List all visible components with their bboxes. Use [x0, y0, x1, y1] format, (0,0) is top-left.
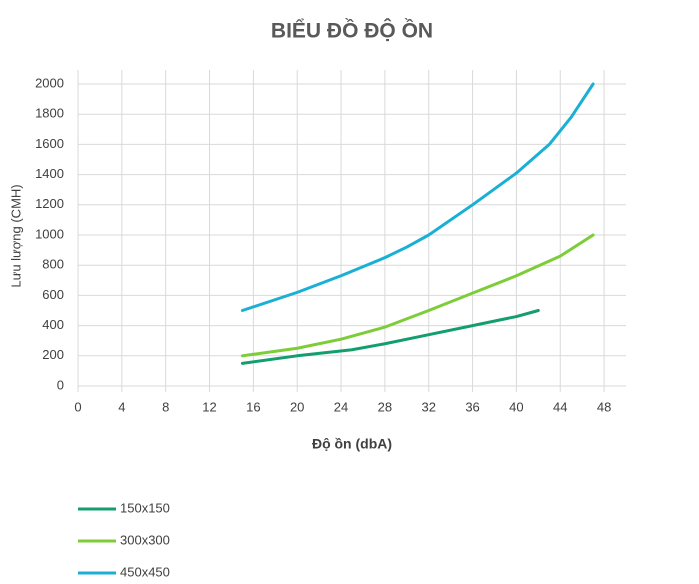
- y-tick-label: 1400: [35, 166, 64, 181]
- legend-label: 300x300: [120, 532, 170, 547]
- x-tick-label: 48: [597, 399, 611, 414]
- legend-label: 450x450: [120, 564, 170, 579]
- x-tick-label: 44: [553, 399, 567, 414]
- x-tick-label: 20: [290, 399, 304, 414]
- series-line: [240, 82, 595, 312]
- x-axis-title: Độ ồn (dbA): [312, 436, 392, 452]
- x-tick-label: 4: [118, 399, 125, 414]
- x-tick-label: 24: [334, 399, 348, 414]
- series-line: [240, 233, 595, 358]
- x-tick-label: 32: [421, 399, 435, 414]
- y-tick-label: 400: [42, 317, 64, 332]
- y-tick-label: 1800: [35, 106, 64, 121]
- x-tick-label: 36: [465, 399, 479, 414]
- x-tick-label: 28: [378, 399, 392, 414]
- y-tick-label: 200: [42, 347, 64, 362]
- chart-title: BIỂU ĐỒ ĐỘ ỒN: [271, 19, 433, 43]
- y-tick-label: 1000: [35, 226, 64, 241]
- x-tick-label: 40: [509, 399, 523, 414]
- x-tick-label: 12: [202, 399, 216, 414]
- series-line: [240, 309, 540, 365]
- y-tick-label: 2000: [35, 75, 64, 90]
- y-axis-title: Lưu lượng (CMH): [8, 184, 23, 287]
- legend-label: 150x150: [120, 500, 170, 515]
- y-tick-label: 1600: [35, 136, 64, 151]
- x-tick-label: 16: [246, 399, 260, 414]
- x-tick-label: 8: [162, 399, 169, 414]
- y-tick-label: 600: [42, 287, 64, 302]
- y-tick-label: 800: [42, 257, 64, 272]
- y-tick-label: 1200: [35, 196, 64, 211]
- x-tick-label: 0: [74, 399, 81, 414]
- y-tick-label: 0: [57, 377, 64, 392]
